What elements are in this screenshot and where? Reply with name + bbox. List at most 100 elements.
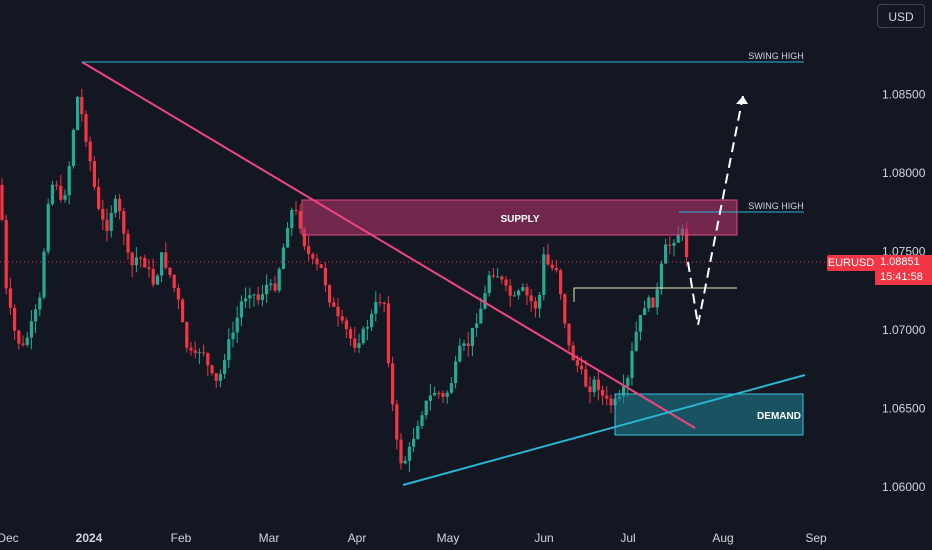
candles-layer <box>0 88 689 472</box>
candle <box>92 155 96 191</box>
candle <box>164 242 168 270</box>
candle <box>630 342 634 386</box>
candle <box>386 296 390 368</box>
candle <box>454 355 458 389</box>
candle <box>269 279 273 291</box>
candle <box>361 326 365 345</box>
candle <box>101 199 105 231</box>
candle <box>479 297 483 324</box>
candle <box>512 291 516 297</box>
x-tick-label: Mar <box>258 531 280 545</box>
candle <box>8 277 12 315</box>
candle <box>571 341 575 361</box>
supply-zone[interactable] <box>301 199 738 236</box>
candle <box>319 264 323 269</box>
candle <box>29 310 33 350</box>
candle <box>88 136 92 172</box>
candle <box>122 207 126 246</box>
x-tick-label: May <box>436 531 460 545</box>
candle <box>462 339 466 351</box>
candle <box>0 178 4 222</box>
candle <box>231 321 235 348</box>
candle <box>382 301 386 313</box>
x-tick-label: Sep <box>805 531 827 545</box>
candle <box>223 353 227 379</box>
candle <box>176 284 180 310</box>
candle <box>349 326 353 347</box>
candle <box>567 323 571 351</box>
candle <box>42 248 46 300</box>
candle <box>34 304 38 333</box>
candle <box>437 391 441 399</box>
candle <box>521 283 525 292</box>
candle <box>643 300 647 316</box>
candle <box>46 198 50 255</box>
candle <box>449 377 453 394</box>
current-price-badge: 1.08851 15:41:58 <box>875 255 932 285</box>
ascending-trendline[interactable] <box>402 374 806 486</box>
candle <box>357 333 361 353</box>
candle <box>4 214 8 295</box>
candle <box>67 161 71 205</box>
candle <box>487 270 491 297</box>
candle <box>517 288 521 300</box>
candle <box>365 320 369 341</box>
candle <box>181 297 185 323</box>
projection-path[interactable] <box>687 95 744 326</box>
candle <box>542 247 546 301</box>
candle <box>281 243 285 270</box>
candle <box>399 433 403 470</box>
candle <box>420 410 424 429</box>
candle <box>538 291 542 318</box>
candle <box>84 110 88 147</box>
candle <box>596 371 600 401</box>
candle <box>323 262 327 292</box>
candle <box>260 284 264 307</box>
candle <box>168 267 172 279</box>
x-tick-label: Jun <box>534 531 554 545</box>
candle <box>252 293 256 307</box>
swing-high-label-top: SWING HIGH <box>748 51 804 61</box>
x-tick-label: Aug <box>712 531 734 545</box>
candle <box>664 238 668 264</box>
candle <box>311 252 315 265</box>
current-price-value: 1.08851 <box>880 256 920 268</box>
candle <box>76 95 80 131</box>
price-axis[interactable]: 1.115001.110001.105001.100001.095001.090… <box>882 0 926 494</box>
candle <box>109 205 113 238</box>
candle <box>25 331 29 347</box>
swing-high-label-recent: SWING HIGH <box>748 201 804 211</box>
candle <box>155 273 159 286</box>
candle <box>210 364 214 376</box>
candle <box>38 292 42 317</box>
candle <box>193 341 197 359</box>
candle <box>227 328 231 369</box>
y-tick-label: 1.06500 <box>882 402 926 416</box>
candle <box>298 203 302 234</box>
candle <box>370 309 374 331</box>
candle <box>126 229 130 260</box>
x-tick-label: Feb <box>170 531 192 545</box>
candle <box>433 386 437 397</box>
candle <box>378 293 382 307</box>
candle <box>441 390 445 404</box>
candle <box>659 260 663 295</box>
currency-selector-button[interactable]: USD <box>877 4 925 28</box>
candle <box>605 386 609 406</box>
candle <box>496 268 500 278</box>
x-tick-label: Jul <box>620 531 636 545</box>
support-level-line[interactable] <box>573 287 737 302</box>
candle <box>214 372 218 388</box>
candle <box>638 314 642 341</box>
candle <box>533 296 537 318</box>
candle <box>307 235 311 261</box>
candle <box>63 189 67 203</box>
candle <box>407 442 411 472</box>
candle <box>525 283 529 306</box>
candle <box>105 208 109 242</box>
candle <box>55 180 59 190</box>
candle <box>202 344 206 357</box>
descending-trendline[interactable] <box>81 61 696 429</box>
y-tick-label: 1.08500 <box>882 88 926 102</box>
